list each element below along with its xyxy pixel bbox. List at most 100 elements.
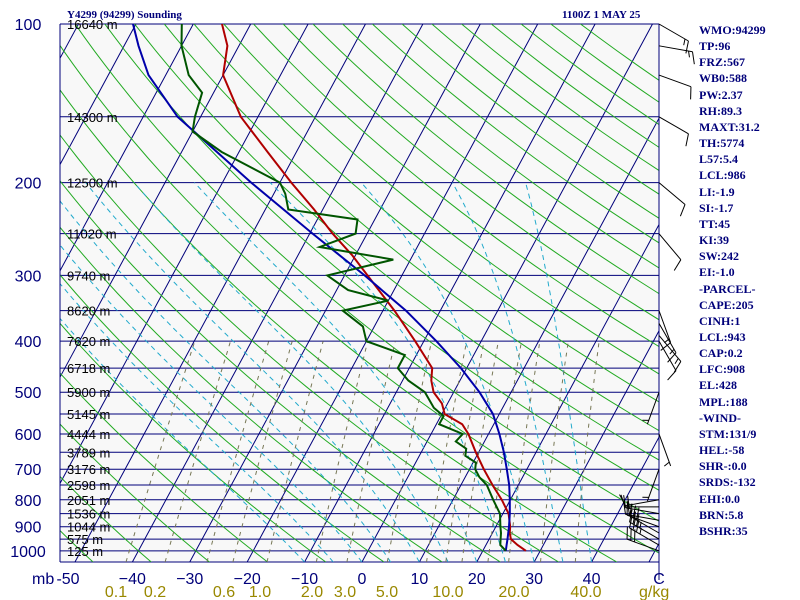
mixing-ratio-line — [508, 341, 541, 562]
stat-item: FRZ:567 — [699, 55, 745, 70]
wind-barb — [658, 340, 677, 381]
wind-barb — [619, 494, 660, 507]
dry-adiabat-line — [520, 24, 659, 126]
temperature-tick-label: −30 — [176, 571, 203, 588]
wind-barb-half — [663, 461, 670, 467]
dry-adiabat-line — [60, 44, 659, 554]
pressure-tick-label: 100 — [15, 17, 42, 34]
stat-item: STM:131/9 — [699, 426, 757, 441]
wind-barb-flag — [673, 259, 682, 271]
temperature-tick-label: −40 — [119, 571, 146, 588]
wind-barb-half — [669, 348, 675, 355]
isotherm-line — [60, 24, 252, 379]
pressure-tick-label: 200 — [15, 176, 42, 193]
mixing-ratio-label: 20.0 — [498, 584, 529, 600]
wind-barb — [658, 433, 672, 467]
stat-item: SI:-1.7 — [699, 200, 734, 215]
wind-barb — [658, 116, 689, 147]
moist-adiabat-lines — [60, 182, 593, 562]
wind-barb-staff — [658, 310, 672, 343]
wind-barb — [626, 502, 660, 528]
wind-barb-staff — [625, 513, 660, 521]
stat-item: BRN:5.8 — [699, 507, 744, 522]
stat-item: CAP:0.2 — [699, 346, 743, 361]
height-label: 3789 m — [67, 445, 110, 460]
dry-adiabat-line — [461, 24, 659, 172]
dry-adiabat-line — [163, 24, 659, 432]
mixing-ratio-line — [461, 341, 499, 562]
stat-item: MAXT:31.2 — [699, 119, 760, 134]
stat-item: BSHR:35 — [699, 523, 748, 538]
isotherm-line — [418, 117, 659, 562]
mixing-ratio-label: 40.0 — [570, 584, 601, 600]
height-label: 575 m — [67, 532, 103, 547]
mixing-ratio-line — [315, 341, 369, 562]
temperature-tick-label: -50 — [56, 571, 79, 588]
isotherm-line — [189, 24, 481, 562]
dry-adiabat-line — [74, 24, 659, 522]
stat-item: SW:242 — [699, 249, 740, 264]
mixing-ratio-label: 10.0 — [432, 584, 463, 600]
temperature-tick-label: −10 — [291, 571, 318, 588]
dry-adiabat-lines — [60, 24, 659, 562]
height-label: 3176 m — [67, 462, 110, 477]
dewpoint-profile-line — [180, 24, 507, 552]
stat-item: -PARCEL- — [699, 281, 756, 296]
stat-item: TP:96 — [699, 39, 731, 54]
dry-adiabat-line — [401, 24, 659, 219]
stat-item: L57:5.4 — [699, 152, 738, 167]
mixing-ratio-label: 3.0 — [334, 584, 356, 600]
temperature-tick-label: −20 — [234, 571, 261, 588]
mixing-ratio-label: 0.1 — [105, 584, 127, 600]
stat-item: WB0:588 — [699, 71, 747, 86]
stat-item: SRDS:-132 — [699, 475, 756, 490]
wind-barb-staff — [629, 521, 660, 540]
moist-adiabat-line — [525, 182, 593, 562]
wind-barb — [658, 45, 695, 65]
wind-barb — [658, 74, 692, 100]
wind-barb-half — [663, 338, 670, 344]
dry-adiabat-line — [104, 24, 659, 491]
mixing-ratio-line — [164, 341, 231, 562]
wind-barb-flag — [673, 361, 682, 373]
dry-adiabat-line — [134, 24, 659, 461]
mixing-ratio-label: 2.0 — [301, 584, 323, 600]
wind-barb-staff — [658, 433, 672, 467]
temperature-tick-label: 30 — [525, 571, 543, 588]
stat-item: KI:39 — [699, 233, 729, 248]
height-label: 6718 m — [67, 361, 110, 376]
mixing-ratio-line — [266, 341, 324, 562]
wind-barb-staff — [658, 335, 682, 362]
pressure-axis-label: mb — [32, 571, 54, 588]
stat-item: PW:2.37 — [699, 87, 743, 102]
wind-barb-flag — [619, 494, 626, 506]
moist-adiabat-line — [85, 182, 420, 562]
dry-adiabat-line — [60, 179, 501, 562]
wind-barb-staff — [646, 392, 660, 425]
wind-barb-half — [688, 50, 690, 58]
wind-barb — [642, 469, 660, 502]
mixing-ratio-line — [445, 341, 485, 562]
parcel-profile-line — [132, 24, 511, 551]
dry-adiabat-line — [253, 24, 659, 348]
moist-adiabat-line — [451, 182, 564, 562]
isotherm-line — [74, 24, 366, 562]
height-label: 5900 m — [67, 385, 110, 400]
isotherm-line — [60, 24, 194, 272]
wind-barb-staff — [629, 515, 660, 534]
wind-barb-flag — [691, 51, 695, 65]
moist-adiabat-line — [194, 182, 478, 562]
dry-adiabat-line — [60, 372, 268, 562]
height-label: 8620 m — [67, 304, 110, 319]
stat-item: LCL:986 — [699, 168, 746, 183]
stat-item: LI:-1.9 — [699, 184, 735, 199]
wind-barb-flag — [685, 133, 689, 147]
height-label: 2598 m — [67, 478, 110, 493]
wind-barb-staff — [658, 340, 677, 371]
stat-item: TT:45 — [699, 216, 731, 231]
wind-barb — [658, 23, 689, 54]
stat-item: EL:428 — [699, 378, 738, 393]
dry-adiabat-line — [372, 24, 659, 244]
height-label: 12500 m — [67, 176, 118, 191]
pressure-tick-label: 500 — [15, 385, 42, 402]
